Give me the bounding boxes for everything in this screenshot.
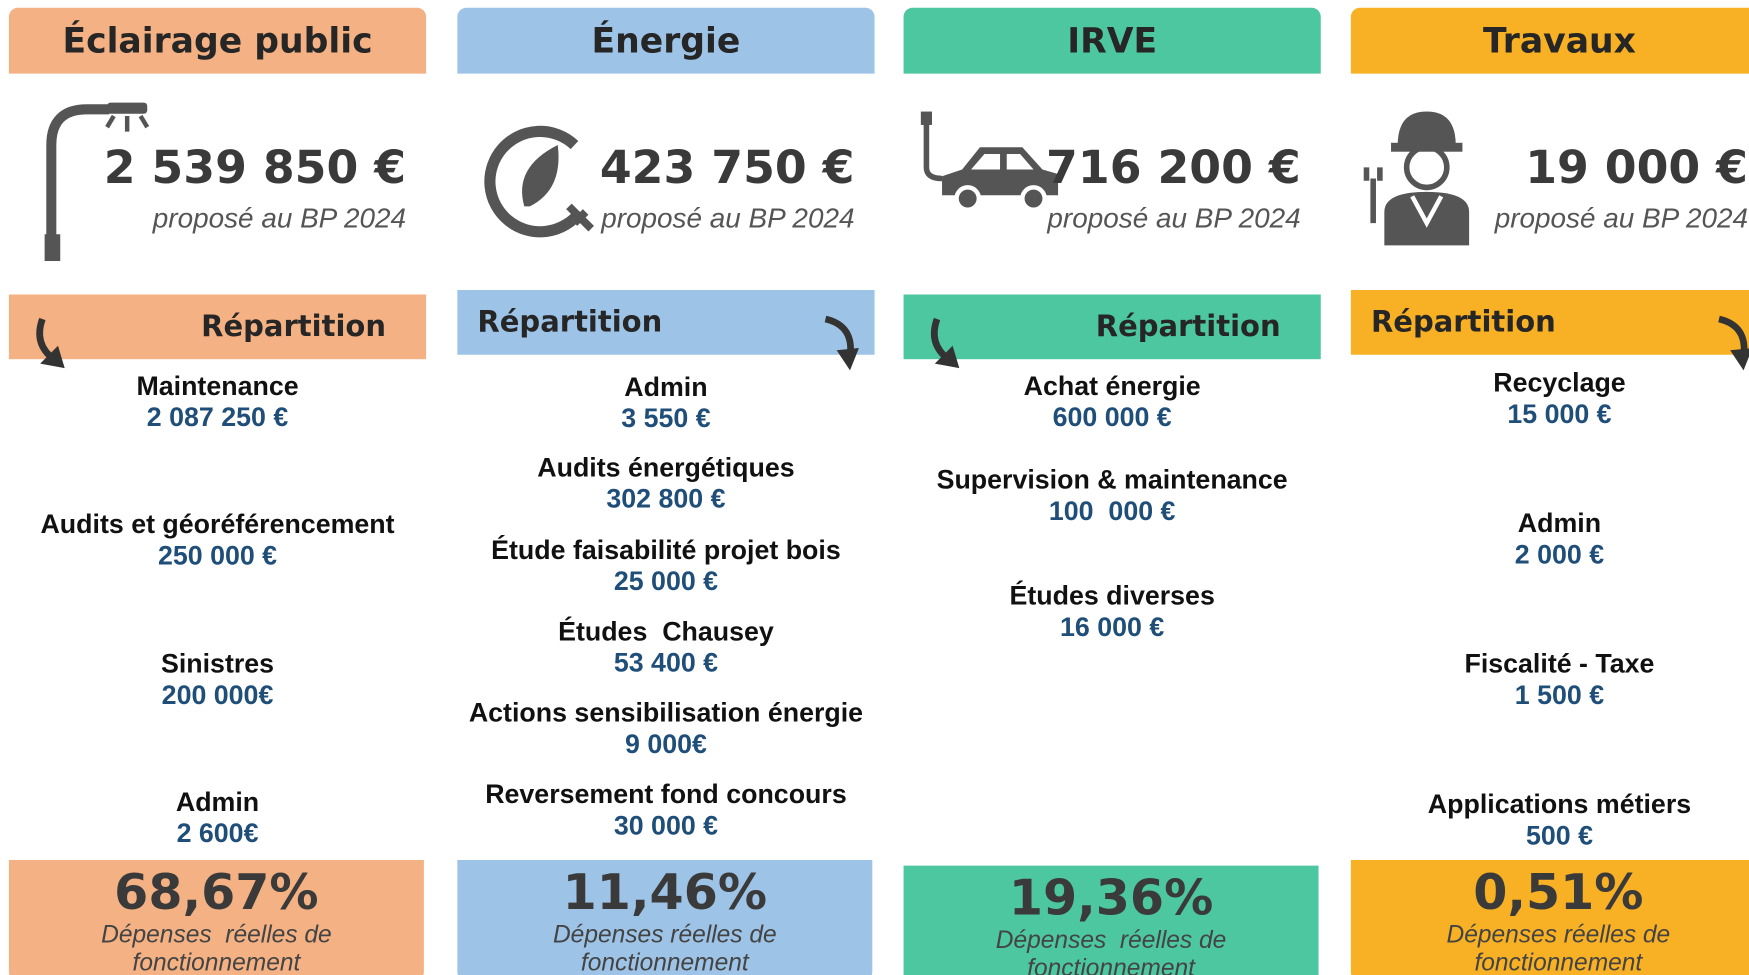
column: Éclairage public 2 539 850 € proposé au BP… — [8, 0, 427, 975]
percent: 19,36% — [1008, 870, 1214, 927]
item-value: 25 000 € — [613, 566, 719, 597]
percent: 68,67% — [114, 864, 319, 922]
footer: 0,51% Dépenses réelles de fonctionnement — [1350, 860, 1749, 975]
footer: 68,67% Dépenses réelles de fonctionnement — [8, 860, 424, 975]
item-value: 53 400 € — [613, 648, 719, 679]
repartition-label: Répartition — [903, 294, 1321, 360]
item-label: Supervision & maintenance — [936, 465, 1288, 496]
item-label: Maintenance — [136, 371, 299, 402]
item-label: Reversement fond concours — [485, 779, 847, 810]
item-value: 2 087 250 € — [146, 402, 289, 433]
amount-subtitle: proposé au BP 2024 — [1047, 203, 1301, 235]
column-title: Travaux — [1350, 7, 1749, 74]
item-value: 15 000 € — [1507, 399, 1612, 430]
item-value: 200 000€ — [161, 680, 274, 711]
item-label: Achat énergie — [1023, 371, 1201, 402]
item-value: 9 000€ — [625, 729, 707, 760]
column-title: Énergie — [457, 7, 875, 74]
amount: 716 200 € — [1046, 140, 1301, 195]
item-label: Admin — [175, 787, 260, 818]
item: Audits énergétiques 302 800 € — [446, 453, 886, 515]
item-label: Études Chausey — [558, 616, 774, 647]
item: Achat énergie 600 000 € — [892, 371, 1332, 433]
repartition-label: Répartition — [8, 294, 427, 360]
arrow — [824, 315, 859, 371]
item: Admin 2 600€ — [0, 788, 437, 850]
item-label: Actions sensibilisation énergie — [468, 698, 864, 729]
footer-text: fonctionnement — [1474, 948, 1643, 975]
footer-text: Dépenses réelles de — [101, 920, 332, 949]
column: IRVE 716 200 € proposé au BP 2024 Répartiti… — [903, 0, 1321, 975]
footer-text: Dépenses réelles de — [995, 925, 1227, 954]
item-value: 30 000 € — [613, 810, 719, 842]
repartition-label: Répartition — [457, 290, 875, 355]
item-value: 600 000 € — [1052, 402, 1172, 433]
item: Recyclage 15 000 € — [1340, 368, 1749, 430]
lamp-icon — [44, 102, 150, 262]
amount: 423 750 € — [599, 140, 855, 195]
item: Études Chausey 53 400 € — [446, 617, 886, 679]
footer: 19,36% Dépenses réelles de fonctionnement — [903, 865, 1319, 975]
item-label: Recyclage — [1493, 368, 1626, 399]
percent: 0,51% — [1473, 864, 1644, 922]
item-value: 2 600€ — [176, 818, 259, 849]
footer-text: fonctionnement — [1027, 953, 1195, 975]
energy-icon — [484, 125, 594, 238]
item: Audits et géoréférencement 250 000 € — [0, 510, 437, 572]
arrow — [931, 317, 960, 369]
worker-icon — [1363, 111, 1470, 246]
item-label: Sinistres — [160, 649, 275, 680]
item-label: Audits et géoréférencement — [40, 509, 395, 540]
item-label: Fiscalité - Taxe — [1464, 649, 1655, 680]
column-title: Éclairage public — [8, 7, 427, 74]
car-icon — [920, 111, 1059, 212]
footer-text: Dépenses réelles de — [552, 920, 777, 949]
footer-text: Dépenses réelles de — [1446, 920, 1671, 949]
item-value: 16 000 € — [1060, 612, 1165, 643]
amount-subtitle: proposé au BP 2024 — [152, 203, 407, 235]
column: Travaux 19 000 € proposé au BP 2024 Réparti… — [1350, 0, 1749, 975]
percent: 11,46% — [562, 864, 768, 922]
item-label: Admin — [1517, 508, 1602, 539]
item: Supervision & maintenance 100 000 € — [892, 465, 1332, 527]
column-title: IRVE — [903, 7, 1321, 74]
repartition-label: Répartition — [1350, 290, 1749, 355]
amount: 2 539 850 € — [103, 140, 407, 195]
item-value: 500 € — [1525, 821, 1593, 852]
amount-subtitle: proposé au BP 2024 — [601, 203, 855, 235]
item: Admin 2 000 € — [1340, 509, 1749, 571]
item: Sinistres 200 000€ — [0, 649, 437, 711]
item: Maintenance 2 087 250 € — [0, 371, 437, 433]
item: Applications métiers 500 € — [1340, 790, 1749, 852]
item: Reversement fond concours 30 000 € — [446, 780, 886, 842]
item: Études diverses 16 000 € — [892, 581, 1332, 643]
item-value: 2 000 € — [1514, 539, 1605, 571]
item-label: Étude faisabilité projet bois — [491, 535, 841, 566]
footer-text: fonctionnement — [132, 948, 301, 975]
item-label: Admin — [624, 372, 708, 403]
item-value: 302 800 € — [606, 484, 726, 515]
arrow — [1718, 315, 1749, 371]
item-label: Applications métiers — [1427, 789, 1692, 820]
item-value: 250 000 € — [157, 541, 278, 572]
item-value: 1 500 € — [1514, 680, 1605, 711]
item-value: 100 000 € — [1048, 496, 1176, 527]
amount: 19 000 € — [1525, 140, 1748, 195]
item: Étude faisabilité projet bois 25 000 € — [446, 535, 886, 597]
arrow — [36, 317, 65, 369]
item: Actions sensibilisation énergie 9 000€ — [446, 698, 886, 760]
item: Fiscalité - Taxe 1 500 € — [1340, 649, 1749, 711]
item-value: 3 550 € — [621, 403, 711, 434]
item-label: Audits énergétiques — [537, 452, 795, 484]
footer: 11,46% Dépenses réelles de fonctionnement — [457, 860, 873, 975]
amount-subtitle: proposé au BP 2024 — [1494, 203, 1748, 235]
item-label: Études diverses — [1009, 581, 1215, 612]
column: Énergie 423 750 € proposé au BP 2024 Répart… — [457, 0, 875, 975]
footer-text: fonctionnement — [580, 948, 749, 975]
item: Admin 3 550 € — [446, 373, 886, 435]
